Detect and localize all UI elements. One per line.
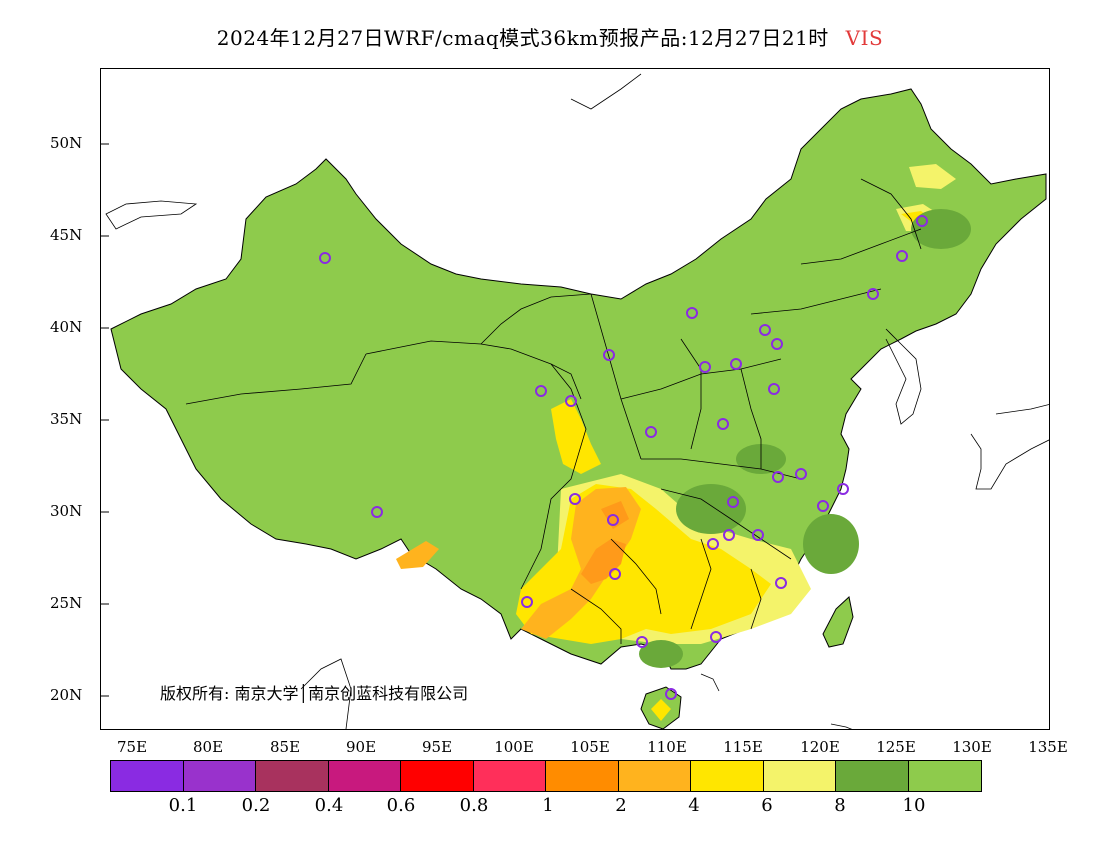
colorbar-cell: [256, 761, 329, 791]
station-marker: [730, 358, 742, 370]
station-marker: [607, 514, 619, 526]
station-marker: [707, 538, 719, 550]
station-marker: [565, 395, 577, 407]
colorbar-cell: [473, 761, 546, 791]
colorbar-label: 0.4: [314, 795, 344, 816]
station-marker: [727, 496, 739, 508]
colorbar-label: 2: [615, 795, 627, 816]
colorbar-cell: [763, 761, 836, 791]
lon-tick-120e: 120E: [800, 738, 840, 756]
vis-zone-dark-green: [639, 209, 971, 668]
lon-tick-110e: 110E: [647, 738, 687, 756]
station-marker: [645, 426, 657, 438]
station-marker: [775, 577, 787, 589]
colorbar-label: 4: [688, 795, 700, 816]
station-marker: [609, 568, 621, 580]
station-marker: [752, 529, 764, 541]
station-marker: [723, 529, 735, 541]
colorbar-label: 1: [542, 795, 554, 816]
colorbar-cell: [618, 761, 691, 791]
lon-tick-90e: 90E: [345, 738, 377, 756]
title-main: 2024年12月27日WRF/cmaq模式36km预报产品:12月27日21时: [216, 26, 829, 50]
station-marker: [371, 506, 383, 518]
colorbar-cell: [546, 761, 619, 791]
colorbar-label: 8: [834, 795, 846, 816]
lon-tick-125e: 125E: [876, 738, 916, 756]
colorbar-cell: [908, 761, 981, 791]
station-marker: [717, 418, 729, 430]
station-marker: [521, 596, 533, 608]
station-marker: [710, 631, 722, 643]
lat-tick-45n: 45N: [50, 226, 83, 244]
station-marker: [768, 383, 780, 395]
station-marker: [319, 252, 331, 264]
colorbar-cell: [183, 761, 256, 791]
map-svg: [101, 73, 1049, 729]
station-marker: [535, 385, 547, 397]
station-marker: [817, 500, 829, 512]
vis-zone-tibet-south: [396, 541, 439, 569]
chart-title: 2024年12月27日WRF/cmaq模式36km预报产品:12月27日21时 …: [0, 22, 1100, 51]
station-marker: [636, 636, 648, 648]
title-variable: VIS: [845, 26, 884, 50]
station-marker: [795, 468, 807, 480]
colorbar-label: 0.2: [241, 795, 271, 816]
colorbar-label: 0.6: [386, 795, 416, 816]
colorbar-label: 6: [761, 795, 773, 816]
lon-tick-115e: 115E: [723, 738, 763, 756]
station-marker: [837, 483, 849, 495]
station-marker: [665, 688, 677, 700]
colorbar-cell: [111, 761, 184, 791]
lon-tick-80e: 80E: [192, 738, 224, 756]
station-marker: [771, 338, 783, 350]
lon-tick-105e: 105E: [570, 738, 610, 756]
station-marker: [759, 324, 771, 336]
vis-zone-sichuan: [551, 399, 601, 474]
station-markers: [319, 215, 928, 700]
lon-tick-130e: 130E: [952, 738, 992, 756]
station-marker: [686, 307, 698, 319]
colorbar: [110, 760, 982, 792]
lat-tick-30n: 30N: [50, 502, 83, 520]
neighbor-coastlines: [105, 73, 1049, 729]
lon-tick-75e: 75E: [116, 738, 148, 756]
station-marker: [569, 493, 581, 505]
colorbar-cell: [691, 761, 764, 791]
lat-tick-35n: 35N: [50, 410, 83, 428]
taiwan-island: [822, 596, 854, 648]
station-marker: [867, 288, 879, 300]
axis-ticks: [101, 143, 109, 697]
lon-tick-135e: 135E: [1028, 738, 1068, 756]
colorbar-cell: [401, 761, 474, 791]
station-marker: [699, 361, 711, 373]
colorbar-cell: [836, 761, 909, 791]
lon-tick-85e: 85E: [269, 738, 301, 756]
lon-tick-95e: 95E: [421, 738, 453, 756]
colorbar-label: 0.1: [168, 795, 198, 816]
station-marker: [772, 471, 784, 483]
copyright-text: 版权所有: 南京大学│南京创蓝科技有限公司: [160, 684, 469, 703]
lat-tick-40n: 40N: [50, 318, 83, 336]
colorbar-cell: [328, 761, 401, 791]
colorbar-label: 0.8: [459, 795, 489, 816]
map-panel: [100, 68, 1050, 730]
lat-tick-20n: 20N: [50, 686, 83, 704]
province-boundaries: [185, 178, 922, 644]
colorbar-label: 10: [902, 795, 926, 816]
lon-tick-100e: 100E: [494, 738, 534, 756]
station-marker: [916, 215, 928, 227]
lat-tick-25n: 25N: [50, 594, 83, 612]
station-marker: [603, 349, 615, 361]
lat-tick-50n: 50N: [50, 134, 83, 152]
station-marker: [896, 250, 908, 262]
